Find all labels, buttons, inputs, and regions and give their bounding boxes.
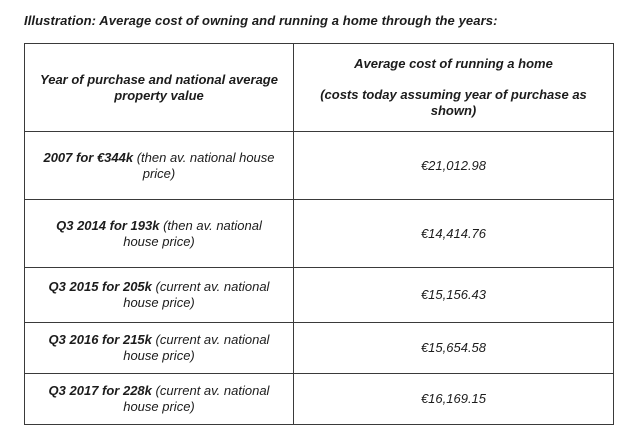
year-note: (then av. national house price) bbox=[133, 149, 275, 181]
cost-table: Year of purchase and national average pr… bbox=[24, 43, 614, 425]
year-label: 2007 for €344k bbox=[43, 149, 134, 165]
table-row: Q3 2017 for 228k (current av. national h… bbox=[24, 373, 614, 425]
year-note: (current av. national house price) bbox=[123, 279, 270, 310]
year-note: (current av. national house price) bbox=[123, 332, 270, 363]
caption: Illustration: Average cost of owning and… bbox=[24, 13, 498, 28]
year-cell: 2007 for €344k (then av. national house … bbox=[24, 131, 294, 200]
year-cell: Q3 2015 for 205k (current av. national h… bbox=[24, 267, 294, 323]
table-row: Q3 2015 for 205k (current av. national h… bbox=[24, 267, 614, 323]
header-cost-note: (costs today assuming year of purchase a… bbox=[320, 87, 587, 118]
cost-cell: €14,414.76 bbox=[293, 199, 614, 268]
table-row: Q3 2014 for 193k (then av. national hous… bbox=[24, 199, 614, 268]
table-header-row: Year of purchase and national average pr… bbox=[24, 43, 614, 132]
year-cell: Q3 2017 for 228k (current av. national h… bbox=[24, 373, 294, 425]
header-cost-title: Average cost of running a home bbox=[354, 56, 553, 71]
cost-cell: €21,012.98 bbox=[293, 131, 614, 200]
header-cost: Average cost of running a home (costs to… bbox=[293, 43, 614, 132]
year-label: Q3 2015 for 205k bbox=[48, 279, 152, 294]
table-row: 2007 for €344k (then av. national house … bbox=[24, 131, 614, 200]
header-year: Year of purchase and national average pr… bbox=[24, 43, 294, 132]
year-label: Q3 2014 for 193k bbox=[56, 217, 160, 233]
year-label: Q3 2017 for 228k bbox=[48, 383, 152, 398]
year-cell: Q3 2016 for 215k (current av. national h… bbox=[24, 322, 294, 374]
cost-cell: €15,156.43 bbox=[293, 267, 614, 323]
year-cell: Q3 2014 for 193k (then av. national hous… bbox=[24, 199, 294, 268]
cost-cell: €15,654.58 bbox=[293, 322, 614, 374]
year-note: (then av. national house price) bbox=[123, 217, 262, 249]
year-note: (current av. national house price) bbox=[123, 383, 270, 414]
year-label: Q3 2016 for 215k bbox=[48, 332, 152, 347]
cost-cell: €16,169.15 bbox=[293, 373, 614, 425]
table-row: Q3 2016 for 215k (current av. national h… bbox=[24, 322, 614, 374]
